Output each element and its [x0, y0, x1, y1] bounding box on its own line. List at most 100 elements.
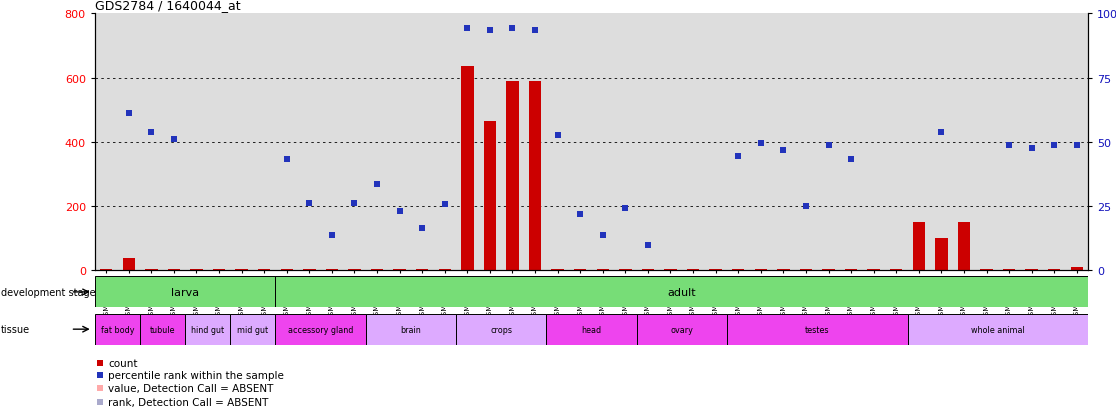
- Bar: [980, 269, 993, 271]
- Point: [797, 203, 815, 210]
- Text: mid gut: mid gut: [238, 325, 269, 334]
- Text: development stage: development stage: [1, 287, 96, 297]
- Bar: [529, 82, 541, 271]
- Text: brain: brain: [401, 325, 421, 334]
- Bar: [636, 314, 727, 345]
- Bar: [1048, 269, 1060, 271]
- Bar: [185, 314, 230, 345]
- Bar: [547, 314, 636, 345]
- Point: [775, 147, 792, 154]
- Bar: [732, 269, 744, 271]
- Point: [346, 200, 364, 206]
- Bar: [276, 314, 366, 345]
- Bar: [167, 269, 180, 271]
- Bar: [348, 269, 360, 271]
- Bar: [140, 314, 185, 345]
- Text: head: head: [581, 325, 602, 334]
- Bar: [686, 269, 700, 271]
- Bar: [276, 277, 1088, 308]
- Bar: [619, 269, 632, 271]
- Bar: [304, 269, 316, 271]
- Bar: [235, 269, 248, 271]
- Point: [391, 208, 408, 215]
- Bar: [123, 259, 135, 271]
- Text: larva: larva: [171, 287, 200, 297]
- Bar: [230, 314, 276, 345]
- Bar: [280, 269, 292, 271]
- Point: [843, 157, 860, 164]
- Bar: [1026, 269, 1038, 271]
- Bar: [507, 82, 519, 271]
- Bar: [822, 269, 835, 271]
- Point: [165, 136, 183, 142]
- Bar: [907, 314, 1088, 345]
- Text: rank, Detection Call = ABSENT: rank, Detection Call = ABSENT: [108, 397, 269, 407]
- Text: GDS2784 / 1640044_at: GDS2784 / 1640044_at: [95, 0, 240, 12]
- Text: value, Detection Call = ABSENT: value, Detection Call = ABSENT: [108, 383, 273, 393]
- Bar: [213, 269, 225, 271]
- Text: testes: testes: [805, 325, 829, 334]
- Bar: [145, 269, 157, 271]
- Bar: [1070, 267, 1083, 271]
- Bar: [483, 122, 497, 271]
- Bar: [95, 277, 276, 308]
- Point: [413, 225, 431, 232]
- Bar: [366, 314, 456, 345]
- Point: [119, 110, 137, 117]
- Bar: [958, 223, 970, 271]
- Point: [481, 27, 499, 34]
- Bar: [710, 269, 722, 271]
- Point: [571, 211, 589, 218]
- Bar: [800, 269, 812, 271]
- Bar: [1003, 269, 1016, 271]
- Point: [549, 133, 567, 140]
- Bar: [95, 314, 140, 345]
- Bar: [574, 269, 586, 271]
- Text: fat body: fat body: [100, 325, 134, 334]
- Point: [752, 141, 770, 147]
- Text: crops: crops: [490, 325, 512, 334]
- Point: [503, 26, 521, 32]
- Point: [300, 200, 318, 206]
- Bar: [935, 239, 947, 271]
- Bar: [777, 269, 789, 271]
- Bar: [551, 269, 564, 271]
- Text: percentile rank within the sample: percentile rank within the sample: [108, 370, 285, 380]
- Bar: [394, 269, 406, 271]
- Point: [1000, 142, 1018, 149]
- Bar: [664, 269, 676, 271]
- Bar: [754, 269, 767, 271]
- Point: [616, 205, 634, 211]
- Bar: [461, 67, 473, 271]
- Point: [819, 142, 837, 149]
- Point: [1046, 142, 1064, 149]
- Point: [278, 157, 296, 164]
- Point: [1022, 146, 1040, 152]
- Point: [90, 372, 108, 379]
- Bar: [326, 269, 338, 271]
- Point: [90, 360, 108, 366]
- Text: tissue: tissue: [1, 324, 30, 335]
- Bar: [456, 314, 547, 345]
- Point: [368, 181, 386, 188]
- Point: [143, 130, 161, 136]
- Point: [90, 385, 108, 392]
- Point: [594, 232, 612, 239]
- Bar: [258, 269, 270, 271]
- Point: [526, 27, 543, 34]
- Bar: [439, 269, 451, 271]
- Bar: [727, 314, 907, 345]
- Point: [323, 232, 340, 239]
- Bar: [597, 269, 609, 271]
- Point: [436, 202, 454, 208]
- Point: [90, 399, 108, 406]
- Bar: [190, 269, 203, 271]
- Point: [933, 130, 951, 136]
- Bar: [416, 269, 429, 271]
- Bar: [913, 223, 925, 271]
- Text: whole animal: whole animal: [971, 325, 1024, 334]
- Text: ovary: ovary: [671, 325, 693, 334]
- Text: adult: adult: [667, 287, 696, 297]
- Point: [459, 26, 477, 32]
- Text: count: count: [108, 358, 138, 368]
